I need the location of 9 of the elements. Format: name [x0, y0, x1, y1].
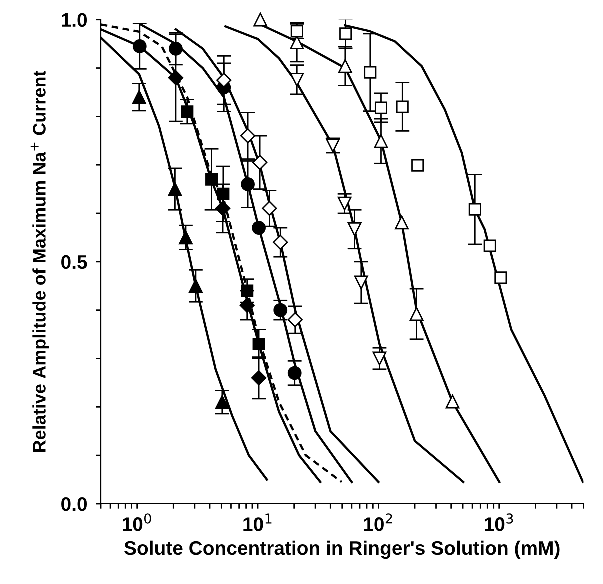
y-tick-label: 0.5 — [62, 255, 88, 270]
y-tick-label: 1.0 — [62, 13, 88, 28]
x-tick-label: 10$^{2}$ — [364, 514, 392, 532]
y-axis-title: Relative Amplitude of Maximum Na$^{+}$ Current — [30, 70, 50, 452]
x-axis-title: Solute Concentration in Ringer's Solution (mM) — [124, 540, 560, 560]
x-tick-label: 10$^{1}$ — [244, 514, 272, 532]
x-tick-label: 10$^{3}$ — [485, 514, 514, 532]
y-tick-label: 0.0 — [62, 497, 88, 512]
x-tick-label: 10$^{0}$ — [123, 514, 152, 532]
